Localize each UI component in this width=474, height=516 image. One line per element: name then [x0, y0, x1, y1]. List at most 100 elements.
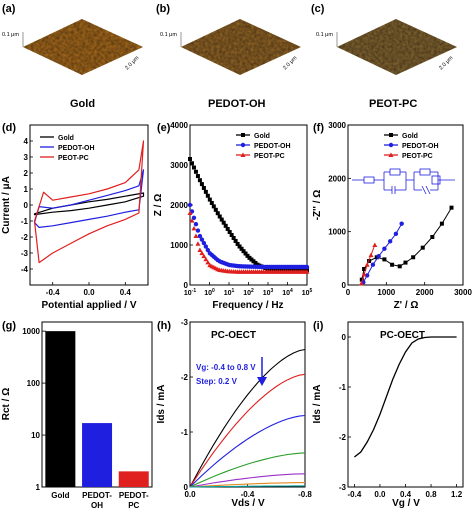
- marker: [403, 260, 408, 265]
- marker: [240, 142, 246, 148]
- transfer-curve: [353, 336, 457, 458]
- marker: [241, 249, 246, 254]
- legend-d: Gold PEDOT-OH PEOT-PC: [40, 135, 95, 162]
- marker: [368, 252, 374, 258]
- marker: [193, 169, 198, 174]
- axis-ticks-i: -0.4 0.0 0.4 0.8 1.2 -3 -2 -1 0: [339, 333, 463, 499]
- legend-f: Gold PEDOT-OH PEOT-PC: [384, 133, 439, 160]
- x-tick-label: 1.2: [451, 490, 463, 499]
- marker: [197, 247, 203, 252]
- panel-label-b: (b): [156, 3, 170, 15]
- marker: [241, 133, 245, 137]
- y-tick-label: 2: [24, 169, 29, 178]
- marker: [376, 254, 381, 259]
- marker: [191, 215, 197, 220]
- output-curve-2: [189, 414, 306, 488]
- marker: [209, 200, 214, 205]
- y-tick-label: 100: [27, 379, 41, 388]
- marker: [390, 262, 395, 267]
- curves-f: [358, 205, 454, 286]
- axis-ticks-d: -0.4 0.0 0.4 -4 -3 -2 -1 0 1 2 3 4: [21, 137, 132, 297]
- marker: [382, 246, 387, 251]
- afm-z-label-peot-pc: 0.1 μm: [316, 32, 333, 38]
- output-curve-1: [189, 373, 306, 488]
- panel-label-f: (f): [313, 122, 324, 134]
- x-tick-label: 105: [302, 288, 313, 297]
- marker: [213, 207, 218, 212]
- ylabel-e: Z / Ω: [153, 194, 164, 216]
- marker: [359, 277, 364, 282]
- afm-z-label-pedot-oh: 0.1 μm: [160, 32, 177, 38]
- legend-label-0: Gold: [58, 135, 74, 142]
- x-tick-label: 10-1: [184, 288, 196, 297]
- marker: [191, 225, 197, 231]
- x-tick-label: 2000: [416, 288, 434, 297]
- legend-label-1: PEDOT-OH: [402, 143, 439, 150]
- x-tick-label: 1000: [377, 288, 395, 297]
- ylabel-f: -Z'' / Ω: [312, 190, 323, 221]
- equivalent-circuit-inset: [352, 168, 455, 195]
- x-tick-label: -0.8: [298, 490, 312, 499]
- y-tick-label: 1: [36, 483, 41, 492]
- y-tick-label: 4: [24, 137, 29, 146]
- marker: [388, 152, 394, 157]
- marker: [430, 235, 435, 239]
- y-tick-label: -3: [21, 249, 29, 258]
- marker: [243, 251, 248, 256]
- marker: [223, 223, 228, 228]
- marker: [211, 204, 216, 209]
- marker: [229, 232, 234, 237]
- afm-z-label-gold: 0.1 μm: [2, 32, 19, 38]
- y-tick-label: -3: [339, 483, 347, 492]
- marker: [370, 262, 376, 267]
- panel-label-e: (e): [157, 122, 171, 134]
- y-tick-label: 1000: [170, 241, 188, 250]
- marker: [393, 231, 399, 236]
- marker: [362, 267, 367, 271]
- marker: [193, 221, 199, 227]
- bar-0: [45, 331, 76, 487]
- y-tick-label: 0: [342, 281, 347, 290]
- x-tick-label: 0.0: [184, 490, 196, 499]
- y-tick-label: -2: [21, 233, 29, 242]
- marker: [237, 244, 242, 249]
- x-tick-label: 3000: [454, 288, 472, 297]
- marker: [397, 264, 402, 269]
- y-tick-label: 0: [184, 483, 189, 492]
- plot-frame-i: [347, 321, 464, 488]
- legend-e: Gold PEDOT-OH PEOT-PC: [236, 133, 291, 160]
- marker: [382, 257, 387, 262]
- x-tick-label: 0.4: [120, 288, 132, 297]
- x-tick-label: -0.4: [241, 490, 255, 499]
- marker: [304, 269, 310, 274]
- y-tick-label: -1: [21, 217, 29, 226]
- marker: [197, 233, 203, 239]
- axis-ticks-f: 0 1000 2000 3000 0 1000 2000 3000: [328, 121, 472, 297]
- marker: [372, 242, 378, 247]
- afm-texture-pedot-oh: [181, 19, 301, 75]
- marker: [189, 218, 195, 223]
- y-tick-label: 1: [24, 185, 29, 194]
- panel-c: (c) 0.1 μm 2.0 μm PEOT-PC: [311, 3, 457, 110]
- axis-ticks-g: 1 10 100 1000: [22, 327, 46, 492]
- x-tick-label: 103: [263, 288, 274, 297]
- afm-xy-label-peot-pc: 2.0 μm: [438, 55, 455, 72]
- output-curve-0: [189, 348, 306, 488]
- marker: [193, 233, 199, 239]
- marker: [187, 210, 193, 215]
- marker: [245, 253, 250, 258]
- y-tick-label: 2000: [170, 201, 188, 210]
- panel-d: (d) -0.4 0.0 0.4 -4 -3 -2 -1 0 1 2 3 4 Gold PEDOT-OH…: [1, 122, 149, 311]
- arrow-head-h: [257, 377, 267, 386]
- marker: [221, 220, 226, 225]
- marker: [201, 253, 207, 259]
- marker: [361, 271, 367, 277]
- marker: [304, 264, 310, 270]
- x-tick-label: 102: [243, 288, 254, 297]
- y-tick-label: -4: [21, 265, 29, 274]
- marker: [205, 259, 211, 265]
- y-tick-label: -3: [181, 318, 189, 327]
- xlabel-d: Potential applied / V: [41, 300, 136, 311]
- marker: [205, 247, 211, 253]
